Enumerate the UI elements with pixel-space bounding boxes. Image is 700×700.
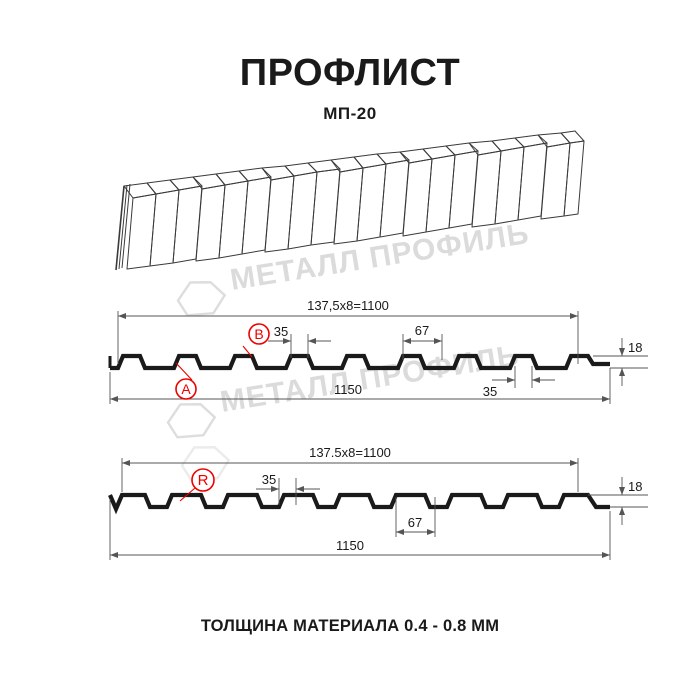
dimension-label-35: 35 [262,472,276,487]
profile-section-line [110,353,610,371]
profile-section-line [108,492,610,515]
dimension-label-67: 67 [408,515,422,530]
dimension-label-67: 67 [415,323,429,338]
dimension-label-18: 18 [628,340,642,355]
callout-marker-b: B [242,323,270,358]
dimension-label-18: 18 [628,479,642,494]
callout-label-b: B [254,326,263,342]
watermark-text: МЕТАЛЛ ПРОФИЛЬ [228,217,532,297]
corrugation-unit [399,142,479,237]
callout-marker-r: R [179,468,215,502]
dimension-label-1150: 1150 [334,382,362,397]
corrugation-unit [330,151,410,245]
corrugation-unit [468,134,548,228]
corrugation-unit [261,159,341,253]
corrugation-unit [192,167,272,262]
dimension-label-35-upper: 35 [274,324,288,339]
corrugation-unit-end [537,130,585,220]
isometric-sheet-view [115,130,585,271]
callout-marker-a: A [175,362,197,400]
profile-view-top: 137,5x8=1100 1150 35 67 35 18 [108,298,648,404]
dimension-label-1100: 137,5x8=1100 [307,298,389,313]
page-title: ПРОФЛИСТ [239,52,461,94]
model-subtitle: МП-20 [323,104,377,123]
watermark-logo-icon [166,403,217,439]
callout-label-r: R [198,472,209,489]
dimension-label-1150: 1150 [336,538,364,553]
dimension-label-1100: 137.5x8=1100 [309,445,391,460]
watermark-text: МЕТАЛЛ ПРОФИЛЬ [218,339,522,419]
watermark-logo-icon [176,281,227,317]
dimension-label-35-lower: 35 [483,384,497,399]
profile-view-bottom: 137.5x8=1100 1150 35 67 18 R [108,445,648,560]
corrugation-unit [123,176,203,270]
callout-label-a: A [181,381,191,397]
material-thickness-note: ТОЛЩИНА МАТЕРИАЛА 0.4 - 0.8 ММ [200,617,500,635]
